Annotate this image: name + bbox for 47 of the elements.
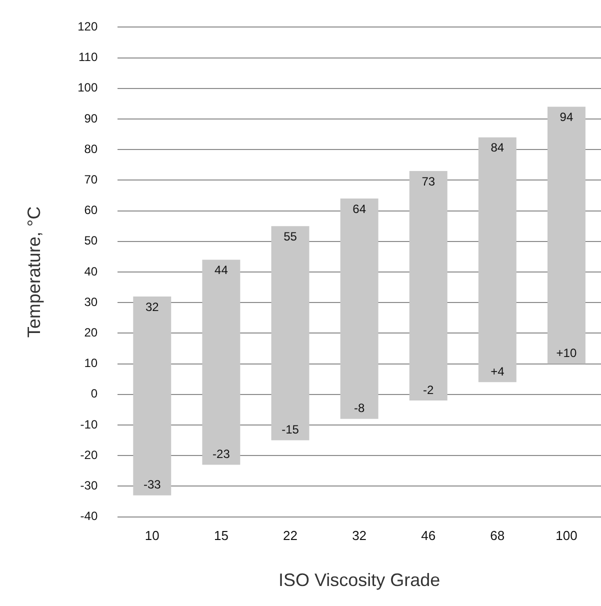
x-tick-label: 15: [214, 528, 228, 544]
x-axis-title: ISO Viscosity Grade: [278, 570, 440, 590]
annotation: -8: [354, 401, 365, 416]
annotation: -15: [282, 422, 300, 437]
y-tick-label: 40: [84, 264, 98, 278]
x-tick-label: 32: [352, 528, 367, 544]
y-axis-title: Temperature, °C: [24, 206, 44, 338]
bar: [409, 171, 448, 401]
annotation: 73: [422, 174, 436, 188]
bar: [271, 226, 310, 440]
y-tick-label: -10: [80, 417, 98, 432]
y-tick-label: 120: [78, 20, 98, 34]
y-tick-label: 20: [84, 326, 98, 340]
x-tick-label: 100: [556, 528, 578, 544]
x-tick-label: 68: [490, 528, 505, 544]
y-tick-label: -30: [80, 478, 98, 493]
y-tick-label: -20: [80, 448, 98, 462]
y-tick-label: 30: [84, 294, 98, 309]
x-tick-label: 46: [421, 528, 436, 544]
annotation: -33: [143, 478, 162, 492]
y-tick-label: 110: [78, 50, 98, 64]
annotation: 44: [214, 263, 228, 278]
annotation: 32: [145, 300, 160, 314]
y-tick-label: -40: [80, 509, 98, 524]
y-tick-label: 0: [90, 386, 98, 401]
bar: [133, 296, 172, 496]
annotation: 64: [352, 202, 366, 216]
annotation: -23: [212, 447, 230, 462]
y-tick-label: 80: [84, 142, 98, 156]
y-tick-label: 90: [84, 111, 98, 126]
annotation: 55: [284, 229, 298, 244]
y-tick-label: 10: [84, 356, 98, 370]
annotation: 84: [490, 140, 504, 155]
annotation: -2: [423, 382, 434, 397]
bar: [547, 106, 586, 364]
bar: [478, 137, 516, 382]
annotation: +10: [556, 346, 577, 360]
bar: [202, 260, 240, 465]
y-tick-label: 60: [84, 203, 98, 218]
y-tick-label: 100: [78, 80, 98, 95]
annotation: 94: [560, 110, 574, 124]
annotation: +4: [490, 364, 505, 378]
y-tick-label: 70: [84, 172, 98, 187]
x-tick-label: 10: [144, 528, 160, 544]
bar: [340, 198, 378, 419]
y-tick-label: 50: [84, 234, 98, 248]
x-tick-label: 22: [283, 528, 298, 544]
